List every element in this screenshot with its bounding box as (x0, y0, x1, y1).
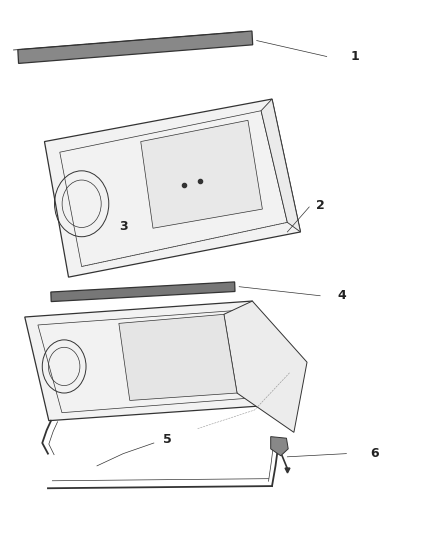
Text: 5: 5 (162, 433, 171, 446)
Polygon shape (119, 314, 237, 400)
Text: 4: 4 (337, 289, 346, 302)
Text: 1: 1 (350, 50, 359, 63)
Polygon shape (141, 120, 262, 228)
Polygon shape (261, 99, 300, 232)
Polygon shape (51, 282, 234, 302)
Polygon shape (270, 437, 288, 456)
Polygon shape (223, 301, 306, 432)
Text: 3: 3 (119, 220, 127, 233)
Polygon shape (25, 301, 278, 421)
Text: 2: 2 (315, 199, 324, 212)
Text: 6: 6 (370, 447, 378, 460)
Polygon shape (44, 99, 300, 277)
Polygon shape (18, 31, 252, 63)
